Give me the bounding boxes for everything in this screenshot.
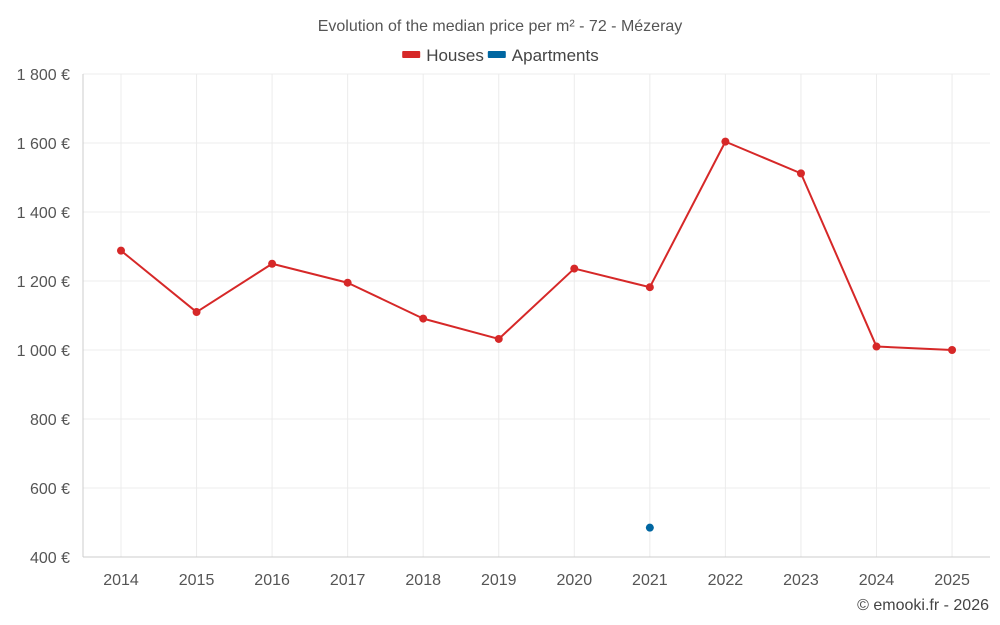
- legend-swatch: [487, 51, 506, 58]
- series-layer: [117, 137, 957, 532]
- data-point[interactable]: [721, 137, 730, 146]
- x-tick-label: 2020: [557, 572, 593, 589]
- data-point[interactable]: [192, 308, 201, 317]
- data-point[interactable]: [117, 246, 125, 255]
- x-tick-label: 2018: [405, 572, 441, 589]
- y-tick-label: 1 200 €: [17, 274, 70, 291]
- legend-swatch: [402, 51, 421, 58]
- x-tick-label: 2025: [934, 572, 970, 589]
- x-tick-label: 2023: [783, 572, 819, 589]
- y-gridlines: [83, 73, 990, 489]
- data-point[interactable]: [645, 283, 654, 292]
- legend: Houses Apartments: [402, 46, 599, 65]
- series-apartments: [645, 523, 654, 532]
- legend-item-houses[interactable]: Houses: [402, 46, 484, 65]
- x-tick-label: 2017: [330, 572, 366, 589]
- y-tick-label: 600 €: [30, 481, 70, 498]
- legend-label: Houses: [426, 46, 484, 65]
- data-point[interactable]: [494, 334, 503, 343]
- credit-text: © emooki.fr - 2026: [857, 597, 989, 614]
- y-tick-label: 400 €: [30, 550, 70, 567]
- x-tick-label: 2015: [179, 572, 215, 589]
- legend-label: Apartments: [512, 46, 599, 65]
- axis-lines: [82, 74, 990, 558]
- data-point[interactable]: [645, 523, 654, 532]
- y-tick-label: 800 €: [30, 412, 70, 429]
- series-houses: [117, 137, 957, 354]
- data-point[interactable]: [948, 346, 957, 354]
- chart-title: Evolution of the median price per m² - 7…: [318, 18, 683, 35]
- data-point[interactable]: [268, 259, 277, 268]
- x-gridlines: [120, 74, 953, 557]
- data-point[interactable]: [796, 169, 805, 178]
- legend-item-apartments[interactable]: Apartments: [487, 46, 599, 65]
- data-point[interactable]: [872, 342, 881, 351]
- y-tick-label: 1 000 €: [17, 343, 70, 360]
- y-tick-label: 1 400 €: [17, 205, 70, 222]
- x-tick-label: 2022: [708, 572, 744, 589]
- x-tick-label: 2024: [859, 572, 895, 589]
- x-tick-labels: 2014 2015 2016 2017 2018 2019 2020 2021 2022 2023…: [103, 572, 970, 589]
- data-point[interactable]: [343, 278, 352, 287]
- y-tick-label: 1 800 €: [17, 67, 70, 84]
- y-tick-label: 1 600 €: [17, 136, 70, 153]
- x-tick-label: 2019: [481, 572, 517, 589]
- x-tick-label: 2021: [632, 572, 668, 589]
- x-tick-label: 2014: [103, 572, 139, 589]
- x-tick-label: 2016: [254, 572, 290, 589]
- y-tick-labels: 400 € 600 € 800 € 1 000 € 1 200 € 1 400 € 1 60…: [17, 67, 70, 567]
- data-point[interactable]: [419, 314, 428, 323]
- data-point[interactable]: [570, 264, 579, 273]
- series-line-houses: [120, 140, 953, 351]
